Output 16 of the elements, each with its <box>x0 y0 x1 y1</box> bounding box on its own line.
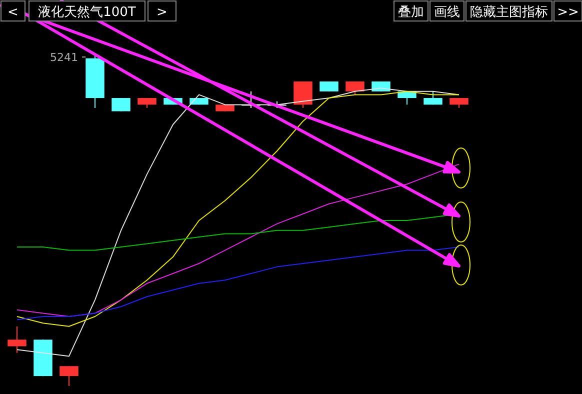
text: > <box>156 5 168 20</box>
text: 隐藏主图指标 <box>470 4 548 20</box>
text: 叠加 <box>398 5 424 20</box>
candlestick <box>294 80 312 108</box>
candlestick <box>346 80 364 96</box>
candlestick <box>450 98 468 108</box>
candlestick <box>138 98 156 108</box>
candlestick <box>424 90 442 106</box>
text: 画线 <box>434 5 460 20</box>
chart-title: 液化天然气100T <box>38 5 136 20</box>
candlestick <box>8 326 26 354</box>
candlestick <box>112 98 130 112</box>
text: >> <box>557 5 579 20</box>
candlestick <box>60 366 78 386</box>
text: < <box>8 5 18 20</box>
annotation: 5241 <box>50 51 78 64</box>
